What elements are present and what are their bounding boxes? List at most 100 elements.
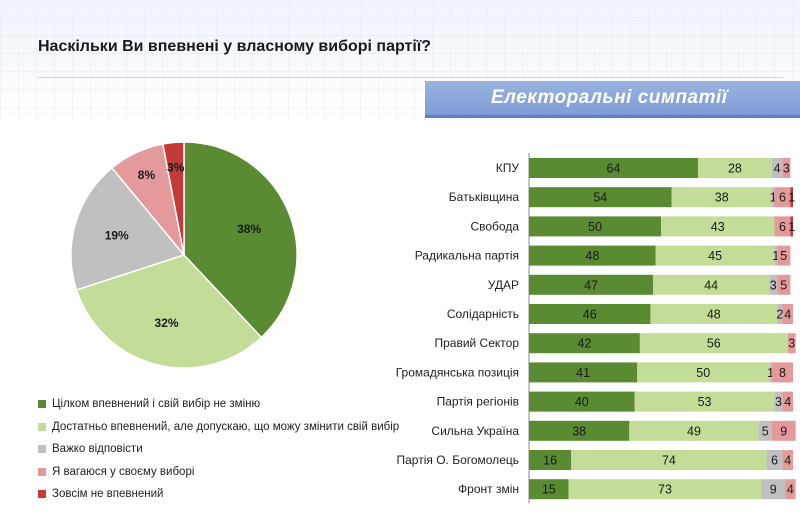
bar-segment <box>782 304 793 324</box>
bar-segment <box>758 420 772 441</box>
bar-value-label: 16 <box>543 454 557 468</box>
bar-value-label: 9 <box>770 483 777 497</box>
bar-value-label: 45 <box>708 249 722 263</box>
bar-segment <box>568 479 762 500</box>
bar-value-label: 48 <box>585 249 599 263</box>
bar-value-label: 73 <box>658 483 672 497</box>
bar-segment <box>655 245 775 266</box>
bar-segment <box>785 479 796 500</box>
bar-value-label: 9 <box>780 424 787 438</box>
bar-segment <box>650 304 778 324</box>
bar-segment <box>769 274 778 295</box>
bar-value-label: 41 <box>576 366 590 380</box>
bar-category-label: Батьківщина <box>449 190 520 204</box>
bar-segment <box>787 333 796 354</box>
bar-value-label: 49 <box>687 424 701 438</box>
bar-value-label: 64 <box>607 162 621 176</box>
bar-segment <box>790 187 793 208</box>
bar-value-label: 1 <box>788 220 795 234</box>
bar-category-label: Партія регіонів <box>437 395 519 409</box>
bar-segment <box>790 216 793 237</box>
bar-segment <box>529 450 572 470</box>
bar-value-label: 43 <box>711 220 725 234</box>
bar-value-label: 53 <box>698 395 712 409</box>
bar-value-label: 4 <box>784 454 791 468</box>
legend-label: Достатньо впевнений, але допускаю, що мо… <box>52 420 400 433</box>
legend-item: Цілком впевнений і свій вибір не зміню <box>38 393 399 416</box>
bar-value-label: 50 <box>588 220 602 234</box>
pie-slice <box>75 254 263 369</box>
bar-value-label: 1 <box>772 249 779 263</box>
bar-value-label: 74 <box>662 454 676 468</box>
bar-segment <box>639 333 788 354</box>
pie-legend: Цілком впевнений і свій вибір не зміню Д… <box>38 393 399 506</box>
pie-slice <box>183 141 298 339</box>
bar-value-label: 38 <box>572 424 586 438</box>
bar-value-label: 1 <box>788 191 795 205</box>
bar-category-label: УДАР <box>488 278 519 292</box>
bar-value-label: 1 <box>767 366 774 380</box>
bar-value-label: 15 <box>542 483 556 497</box>
bar-segment <box>771 420 796 441</box>
bar-category-label: Громадянська позиція <box>396 365 519 379</box>
legend-label: Важко відповісти <box>52 443 143 456</box>
legend-swatch <box>38 422 46 431</box>
pie-slice-label: 32% <box>155 316 179 330</box>
banner-title: Електоральні симпатії <box>491 87 728 108</box>
bar-value-label: 46 <box>583 308 597 322</box>
bar-segment <box>529 274 654 295</box>
bar-value-label: 5 <box>780 278 787 292</box>
bar-category-label: Свобода <box>470 219 519 233</box>
bar-category-label: Партія О. Богомолець <box>396 453 519 467</box>
bar-segment <box>774 245 778 266</box>
bar-segment <box>771 187 775 208</box>
bar-segment <box>769 362 772 383</box>
bar-segment <box>771 362 793 383</box>
bar-segment <box>529 245 656 266</box>
bar-segment <box>529 420 630 441</box>
bar-segment <box>777 274 791 295</box>
bar-category-label: Правий Сектор <box>434 336 519 350</box>
bar-value-label: 3 <box>783 162 790 176</box>
pie-slice-label: 8% <box>138 168 156 182</box>
legend-item: Я вагаюся у своєму виборі <box>38 461 399 484</box>
bar-value-label: 2 <box>776 308 783 322</box>
bar-value-label: 48 <box>707 308 721 322</box>
bar-segment <box>634 391 775 412</box>
title-divider <box>38 77 783 78</box>
bar-segment <box>777 245 791 266</box>
bar-segment <box>697 158 772 178</box>
bar-value-label: 50 <box>696 366 710 380</box>
legend-label: Цілком впевнений і свій вибір не зміню <box>52 398 261 411</box>
bar-segment <box>661 216 775 237</box>
bar-value-label: 4 <box>787 483 794 497</box>
bar-segment <box>771 158 783 178</box>
bar-category-label: КПУ <box>496 161 520 175</box>
bar-segment <box>774 391 783 412</box>
bar-value-label: 38 <box>715 191 729 205</box>
legend-item: Зовсім не впевнений <box>38 483 399 506</box>
bar-value-label: 42 <box>577 337 591 351</box>
bar-value-label: 4 <box>774 162 781 176</box>
bar-segment <box>766 450 783 470</box>
pie-slice-label: 19% <box>105 228 129 242</box>
bar-segment <box>529 479 569 500</box>
bar-segment <box>774 216 791 237</box>
bar-value-label: 6 <box>779 191 786 205</box>
bar-value-label: 8 <box>779 366 786 380</box>
bar-segment <box>782 450 793 470</box>
bar-value-label: 4 <box>784 395 791 409</box>
bar-segment <box>529 187 672 208</box>
pie-slice <box>161 141 185 256</box>
bar-value-label: 3 <box>770 278 777 292</box>
bar-value-label: 56 <box>707 337 721 351</box>
bar-segment <box>529 304 651 324</box>
bar-segment <box>629 420 759 441</box>
pie-slice-label: 3% <box>167 160 185 174</box>
bar-value-label: 1 <box>770 191 777 205</box>
legend-swatch <box>38 467 46 476</box>
bar-segment <box>529 362 638 383</box>
bar-value-label: 5 <box>780 249 787 263</box>
